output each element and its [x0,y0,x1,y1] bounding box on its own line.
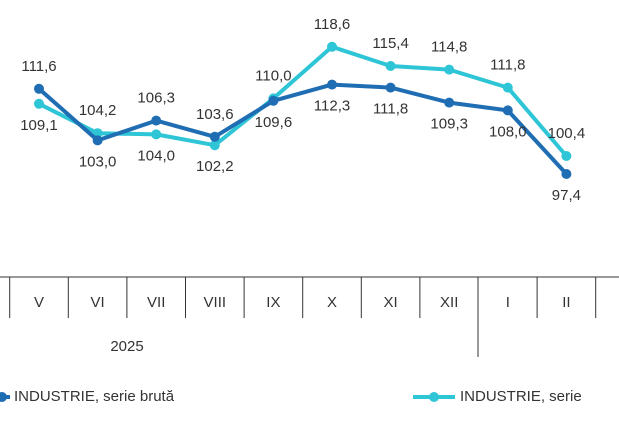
x-tick-label: XI [384,294,398,311]
data-point [151,115,162,126]
data-label: 104,2 [79,102,117,119]
x-tick-label: VII [147,294,165,311]
data-label: 109,1 [20,117,58,134]
data-label: 102,2 [196,158,234,175]
data-point [92,135,103,146]
legend-marker [429,392,439,402]
data-label: 112,3 [314,98,350,115]
data-label: 109,3 [430,116,468,133]
data-label: 111,8 [373,101,408,118]
data-label: 118,6 [314,16,350,33]
data-label: 106,3 [137,90,175,107]
series-line [38,44,568,158]
data-label: 97,4 [552,187,581,204]
data-point [502,82,513,93]
data-label: 111,6 [21,58,56,75]
data-point [444,97,455,108]
x-tick-label: IX [266,294,280,311]
x-tick-label: VIII [204,294,227,311]
x-tick-label: VI [91,294,105,311]
data-label: 111,8 [490,57,525,74]
x-tick-label: X [327,294,337,311]
data-point [561,169,572,179]
data-point [151,129,162,140]
data-point [502,105,513,116]
data-label: 100,4 [548,125,586,142]
data-point [209,140,220,151]
x-tick-label: V [34,294,44,311]
x-tick-label: XII [440,294,458,311]
legend-label: INDUSTRIE, serie brută [14,388,175,405]
data-point [444,64,455,75]
series-line [37,82,568,176]
legend-marker [0,392,7,402]
x-tick-label: I [506,294,510,311]
data-point [327,79,337,90]
data-label: 103,6 [196,106,234,123]
data-label: 109,6 [255,114,293,131]
data-label: 108,0 [489,123,527,140]
data-point [385,82,396,93]
data-point [385,61,396,71]
data-point [209,131,220,142]
x-tick-label: II [562,294,570,311]
data-label: 110,0 [255,67,291,84]
data-point [561,151,572,161]
data-label: 115,4 [372,35,408,52]
data-point [268,95,279,106]
data-point [34,98,44,109]
year-label: 2025 [110,338,143,355]
data-label: 104,0 [137,147,175,164]
data-label: 103,0 [79,153,117,170]
legend-label: INDUSTRIE, serie [460,388,582,405]
data-point [327,41,337,52]
data-point [34,83,44,94]
data-label: 114,8 [431,39,467,56]
